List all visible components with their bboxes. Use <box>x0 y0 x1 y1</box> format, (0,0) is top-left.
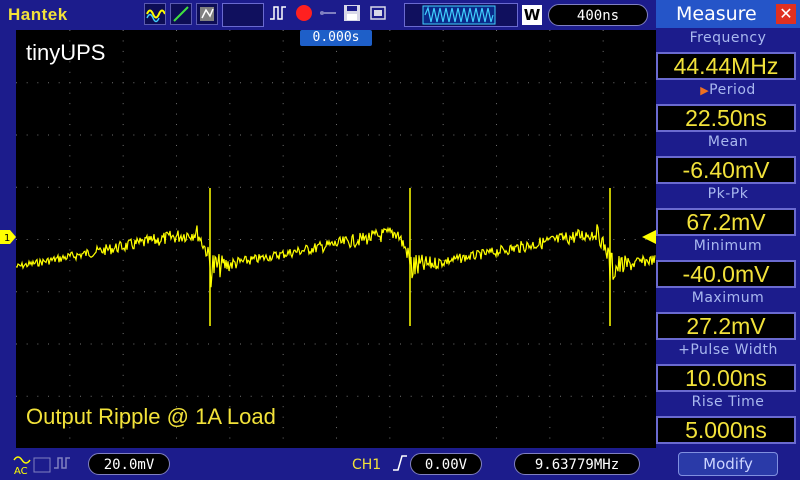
overlay-title: tinyUPS <box>26 40 106 65</box>
rising-edge-icon[interactable] <box>392 454 408 472</box>
svg-text:AC: AC <box>14 466 28 476</box>
modify-button[interactable]: Modify <box>678 452 778 476</box>
measure-value-pk-pk: 67.2mV <box>656 208 796 236</box>
measure-label-maximum: Maximum <box>691 290 765 306</box>
save-icon[interactable] <box>342 3 364 25</box>
waveform-screen: 0.000s tinyUPS Output Ripple @ 1A Load <box>16 30 656 448</box>
measure-label-pulse-width: +Pulse Width <box>678 342 778 358</box>
measure-value-frequency: 44.44MHz <box>656 52 796 80</box>
measure-panel: Measure ✕ Frequency 44.44MHz ▶Period 22.… <box>656 0 800 480</box>
overlay-subtitle: Output Ripple @ 1A Load <box>26 404 276 429</box>
measure-value-maximum: 27.2mV <box>656 312 796 340</box>
measure-label-pk-pk: Pk-Pk <box>707 186 749 202</box>
status-blank-box <box>222 3 264 27</box>
frequency-counter-display: 9.63779MHz <box>514 453 640 475</box>
measure-value-rise-time: 5.000ns <box>656 416 796 444</box>
measure-label-rise-time: Rise Time <box>691 394 765 410</box>
measure-value-pulse-width: 10.00ns <box>656 364 796 392</box>
ch1-trace <box>16 188 656 326</box>
trigger-level-marker-icon[interactable] <box>642 230 656 244</box>
memory-depth-indicator <box>404 3 518 27</box>
record-icon[interactable] <box>294 3 316 25</box>
persistence-icon[interactable] <box>196 3 218 25</box>
trigger-source-label: CH1 <box>352 457 382 473</box>
measure-label-mean: Mean <box>707 134 749 150</box>
measure-label-period: Period <box>709 82 756 98</box>
measure-value-minimum: -40.0mV <box>656 260 796 288</box>
storage-icon[interactable] <box>368 3 390 25</box>
selected-arrow-icon: ▶ <box>700 84 710 97</box>
measure-title: Measure <box>676 3 757 25</box>
close-icon[interactable]: ✕ <box>776 4 796 24</box>
measure-label-minimum: Minimum <box>693 238 763 254</box>
measure-label-period-row: ▶Period <box>656 82 800 98</box>
measure-header: Measure ✕ <box>656 0 800 28</box>
measure-label-frequency: Frequency <box>689 30 767 46</box>
pulse-trigger-icon[interactable] <box>268 3 290 25</box>
graticule <box>16 30 647 439</box>
top-toolbar: Hantek W 400ns <box>0 0 656 30</box>
measure-value-mean: -6.40mV <box>656 156 796 184</box>
ch1-marker-icon[interactable]: 1 <box>0 230 16 244</box>
svg-text:1: 1 <box>4 233 10 244</box>
wave-mode-indicator: W <box>522 5 542 25</box>
bottom-status-bar: AC 20.0mV CH1 0.00V 9.63779MHz <box>0 448 656 480</box>
coupling-icons[interactable]: AC <box>12 452 78 476</box>
measure-value-period: 22.50ns <box>656 104 796 132</box>
trigger-level-display[interactable]: 0.00V <box>410 453 482 475</box>
waveform-display-icon[interactable] <box>144 3 166 25</box>
trigger-position-readout[interactable]: 0.000s <box>300 30 372 46</box>
timebase-display[interactable]: 400ns <box>548 4 648 26</box>
brand-logo: Hantek <box>8 5 68 24</box>
volts-div-display[interactable]: 20.0mV <box>88 453 170 475</box>
usb-icon <box>318 3 340 25</box>
vector-mode-icon[interactable] <box>170 3 192 25</box>
